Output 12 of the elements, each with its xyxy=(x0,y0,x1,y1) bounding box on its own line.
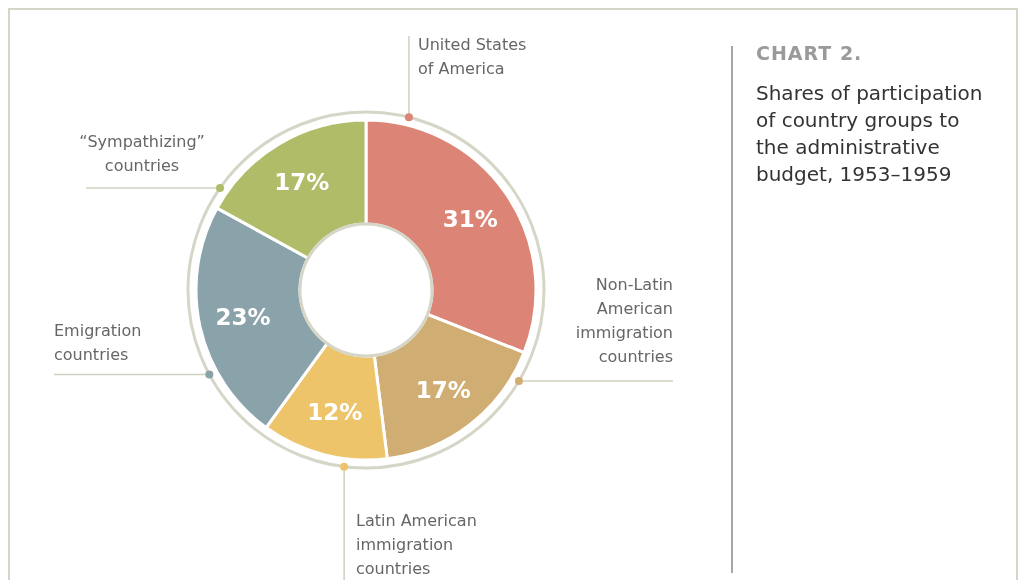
text: Shares of participation of country groups to the administrative budget, 1953–1959 xyxy=(756,81,983,186)
slice-label: “Sympathizing” countries xyxy=(79,132,205,175)
data-label: 31% xyxy=(442,206,498,233)
slice-label: Latin American immigration countries xyxy=(356,511,477,578)
slice-label: United States of America xyxy=(418,35,527,78)
data-label: 23% xyxy=(215,304,271,331)
data-label: 12% xyxy=(307,399,363,426)
data-label: 17% xyxy=(415,376,471,403)
data-label: 17% xyxy=(274,168,330,195)
text: CHART 2. xyxy=(756,42,863,64)
slice-label: Emigration countries xyxy=(54,321,142,364)
slice-label: Non-Latin American immigration countries xyxy=(575,275,673,366)
